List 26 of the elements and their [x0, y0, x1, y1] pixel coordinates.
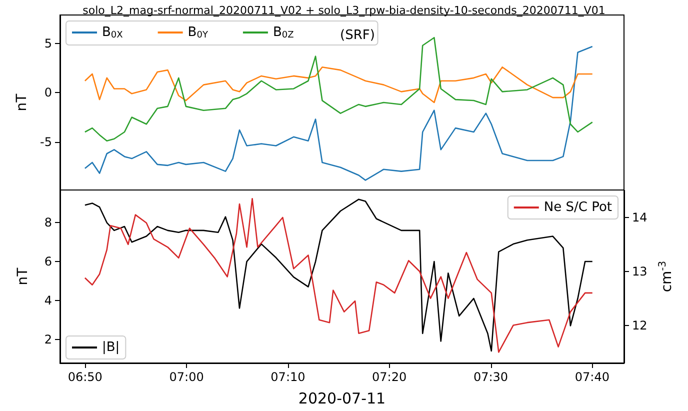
x-axis-title: 2020-07-11 — [298, 390, 386, 408]
y-tick-label: 0 — [44, 86, 52, 100]
y2-axis-title: cm-3 — [658, 260, 676, 292]
line-series — [84, 66, 594, 104]
y-tick-label: 2 — [44, 332, 52, 346]
y-tick-label: 6 — [44, 254, 52, 269]
y2-tick-label: 12 — [632, 318, 648, 332]
y2-tick-label: 14 — [632, 210, 648, 224]
y-tick-label: 8 — [44, 216, 52, 230]
y-tick-label: -5 — [40, 134, 52, 149]
legend-label: Ne S/C Pot — [544, 200, 612, 215]
y-axis-title: nT — [15, 267, 31, 286]
legend-label: |B| — [102, 340, 120, 355]
x-tick-label: 07:10 — [270, 370, 306, 384]
x-tick-label: 07:00 — [169, 370, 204, 384]
x-tick-label: 06:50 — [68, 370, 102, 384]
y-tick-label: 4 — [44, 293, 52, 308]
x-tick-label: 07:20 — [372, 370, 407, 384]
y2-tick-label: 13 — [632, 264, 648, 278]
x-tick-label: 07:40 — [574, 370, 610, 384]
line-series — [84, 46, 594, 181]
y-axis-title: nT — [14, 93, 30, 112]
y-tick-label: 5 — [44, 36, 52, 51]
chart-title: solo_L2_mag-srf-normal_20200711_V02 + solo_L3_rpw-bia-density-10-seconds_20200711_V01 — [82, 4, 606, 17]
legend-title: (SRF) — [340, 28, 375, 43]
x-tick-label: 07:30 — [473, 370, 508, 384]
